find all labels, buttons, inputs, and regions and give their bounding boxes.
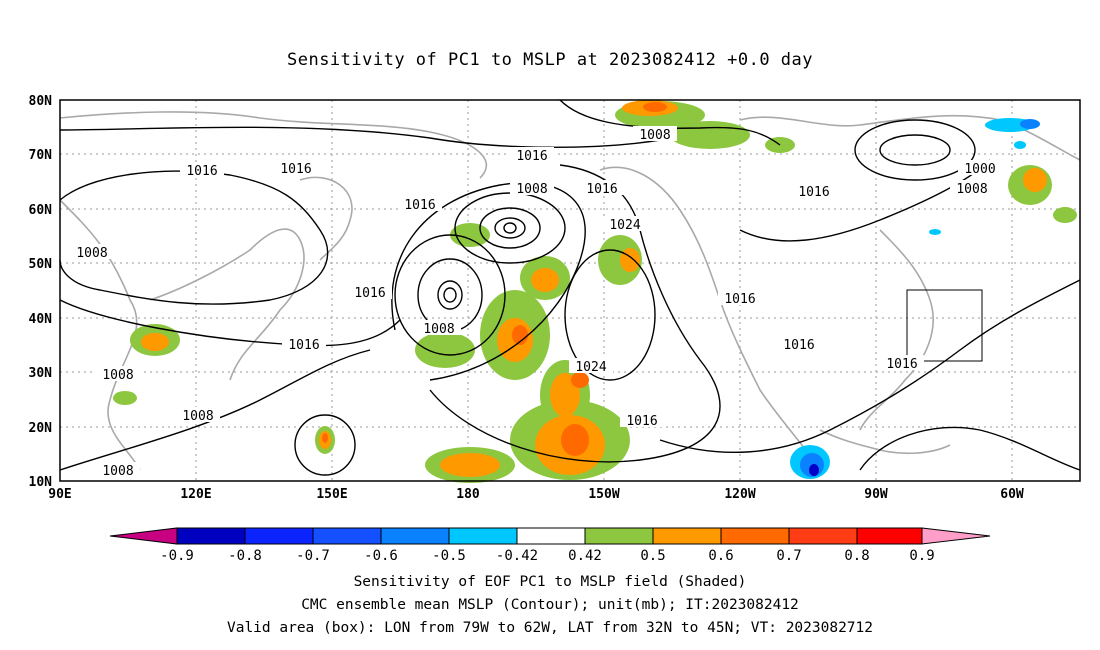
contour-label: 1016 [886, 357, 917, 372]
lon-label: 120E [180, 487, 211, 502]
colorbar-swatch [312, 527, 382, 545]
contour-labels: 1016 1016 1008 1016 1016 1008 1016 1008 … [70, 126, 1002, 479]
colorbar-label: 0.5 [640, 548, 665, 564]
latitude-labels: 80N 70N 60N 50N 40N 30N 20N 10N [29, 94, 53, 490]
contour-label: 1008 [102, 464, 133, 479]
colorbar-label: 0.9 [909, 548, 934, 564]
contour-label: 1016 [516, 149, 547, 164]
contour-label: 1016 [404, 198, 435, 213]
isobars [59, 99, 1081, 476]
sensitivity-shading [113, 100, 1077, 483]
lat-label: 30N [29, 366, 53, 381]
caption-line-3: Valid area (box): LON from 79W to 62W, L… [226, 620, 873, 636]
contour-label: 1008 [639, 128, 670, 143]
contour-label: 1016 [280, 162, 311, 177]
lon-label: 180 [456, 487, 480, 502]
contour-label: 1008 [76, 246, 107, 261]
lon-label: 120W [724, 487, 755, 502]
contour-label: 1024 [575, 360, 606, 375]
contour-label: 1008 [516, 182, 547, 197]
colorbar-label: -0.42 [496, 548, 538, 564]
colorbar [109, 527, 991, 545]
contour-label: 1016 [186, 164, 217, 179]
contour-label: 1016 [354, 286, 385, 301]
contour-label: 1008 [956, 182, 987, 197]
lat-label: 40N [29, 312, 53, 327]
colorbar-swatch [856, 527, 923, 545]
lon-label: 150E [316, 487, 347, 502]
map-frame [59, 99, 1081, 482]
chart-title: Sensitivity of PC1 to MSLP at 2023082412… [286, 50, 813, 70]
colorbar-swatch [516, 527, 586, 545]
contour-label: 1016 [586, 182, 617, 197]
contour-label: 1016 [783, 338, 814, 353]
lat-label: 50N [29, 257, 53, 272]
colorbar-swatch [380, 527, 450, 545]
colorbar-swatch [584, 527, 654, 545]
colorbar-swatch [788, 527, 858, 545]
lon-label: 90W [864, 487, 888, 502]
colorbar-label: -0.8 [228, 548, 262, 564]
contour-label: 1008 [423, 322, 454, 337]
lon-label: 90E [48, 487, 71, 502]
colorbar-label: 0.8 [844, 548, 869, 564]
colorbar-label: -0.7 [296, 548, 330, 564]
lon-label: 150W [588, 487, 619, 502]
contour-label: 1016 [798, 185, 829, 200]
contour-label: 1000 [964, 162, 995, 177]
colorbar-label: -0.6 [364, 548, 398, 564]
caption-line-1: Sensitivity of EOF PC1 to MSLP field (Sh… [353, 574, 747, 590]
colorbar-swatch [448, 527, 518, 545]
colorbar-label: -0.9 [160, 548, 194, 564]
colorbar-label: 0.6 [708, 548, 733, 564]
contour-label: 1016 [724, 292, 755, 307]
contour-label: 1008 [102, 368, 133, 383]
contour-label: 1016 [288, 338, 319, 353]
colorbar-label: 0.7 [776, 548, 801, 564]
lon-label: 60W [1000, 487, 1024, 502]
colorbar-label: -0.5 [432, 548, 466, 564]
lat-label: 80N [29, 94, 53, 109]
lat-label: 10N [29, 475, 53, 490]
contour-label: 1016 [626, 414, 657, 429]
valid-area-box [906, 289, 983, 362]
colorbar-swatch [176, 527, 246, 545]
colorbar-swatch [652, 527, 722, 545]
colorbar-labels: -0.9 -0.8 -0.7 -0.6 -0.5 -0.42 0.42 0.5 … [160, 548, 935, 564]
lat-label: 20N [29, 421, 53, 436]
longitude-labels: 90E 120E 150E 180 150W 120W 90W 60W [48, 487, 1024, 502]
colorbar-high-arrow [921, 527, 991, 545]
contour-label: 1024 [609, 218, 640, 233]
lat-label: 70N [29, 148, 53, 163]
caption-line-2: CMC ensemble mean MSLP (Contour); unit(m… [301, 597, 799, 613]
contour-label: 1008 [182, 409, 213, 424]
lat-label: 60N [29, 203, 53, 218]
colorbar-low-arrow [109, 527, 178, 545]
colorbar-label: 0.42 [568, 548, 602, 564]
colorbar-swatch [720, 527, 790, 545]
colorbar-swatch [244, 527, 314, 545]
